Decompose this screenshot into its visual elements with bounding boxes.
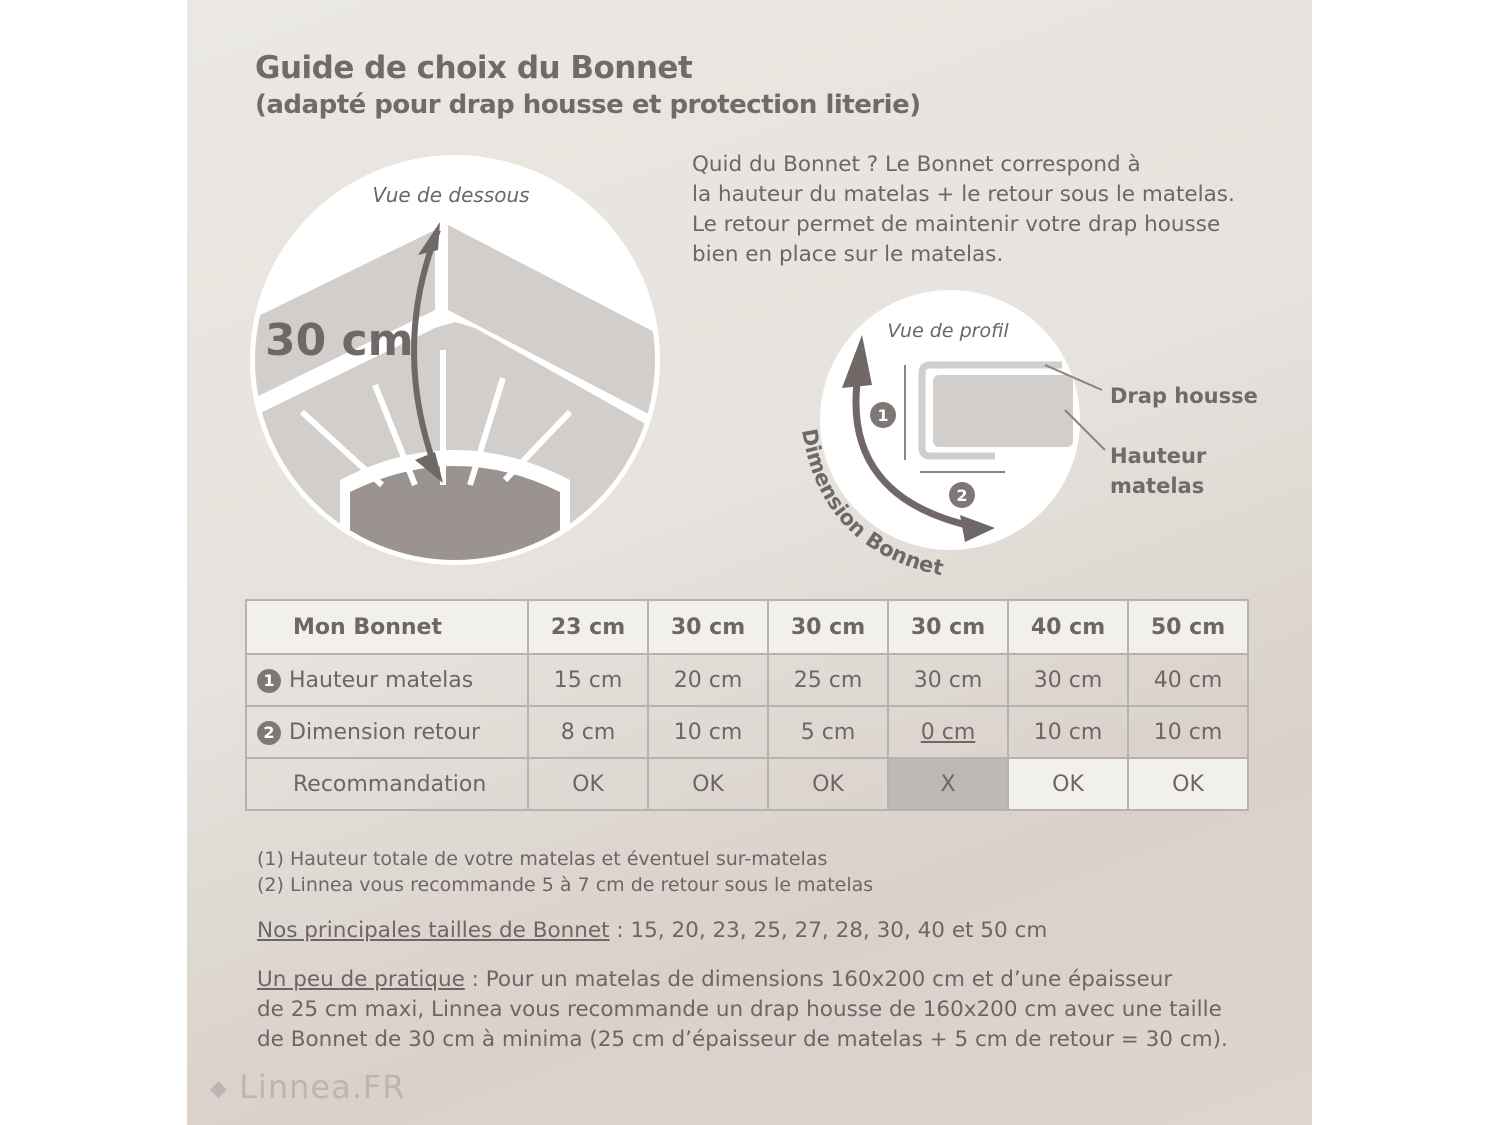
number-badge-icon: 1 <box>257 668 281 693</box>
intro-text: Quid du Bonnet ? Le Bonnet correspond à … <box>692 150 1252 270</box>
page-title: Guide de choix du Bonnet <box>255 50 693 86</box>
table-cell: 25 cm <box>767 653 889 707</box>
matelas-label: matelas <box>1110 474 1204 498</box>
intro-line: Le retour permet de maintenir votre drap… <box>692 212 1221 237</box>
linnea-logo: ◆ Linnea.FR <box>210 1068 406 1106</box>
row-label: Recommandation <box>245 757 529 811</box>
pratique-line: de Bonnet de 30 cm à minima (25 cm d’épa… <box>257 1027 1228 1052</box>
table-header-cell: 50 cm <box>1127 599 1249 655</box>
footnote: (2) Linnea vous recommande 5 à 7 cm de r… <box>257 874 874 896</box>
bonnet-arrow-icon <box>852 374 981 532</box>
sizes-text: Nos principales tailles de Bonnet : 15, … <box>257 918 1047 943</box>
bonnet-table: Mon Bonnet 23 cm 30 cm 30 cm 30 cm 40 cm… <box>245 599 1249 811</box>
table-cell: 10 cm <box>647 705 769 759</box>
table-cell: 10 cm <box>1007 705 1129 759</box>
page-subtitle: (adapté pour drap housse et protection l… <box>255 90 921 120</box>
table-header-cell: Mon Bonnet <box>245 599 529 655</box>
table-cell: OK <box>647 757 769 811</box>
table-cell: 10 cm <box>1127 705 1249 759</box>
marker-2: 2 <box>956 486 967 505</box>
table-cell: 8 cm <box>527 705 649 759</box>
table-cell: OK <box>1007 757 1129 811</box>
table-header-cell: 30 cm <box>767 599 889 655</box>
table-row: 1 Hauteur matelas 15 cm 20 cm 25 cm 30 cm… <box>245 653 1249 707</box>
table-cell: 0 cm <box>887 705 1009 759</box>
table-cell: OK <box>1127 757 1249 811</box>
row-label: 2 Dimension retour <box>245 705 529 759</box>
table-header-cell: 40 cm <box>1007 599 1129 655</box>
table-cell: 5 cm <box>767 705 889 759</box>
sizes-values: : 15, 20, 23, 25, 27, 28, 30, 40 et 50 c… <box>609 918 1048 943</box>
footnotes: (1) Hauteur totale de votre matelas et é… <box>257 846 873 898</box>
table-header-cell: 30 cm <box>887 599 1009 655</box>
intro-line: Quid du Bonnet ? Le Bonnet correspond à <box>692 152 1141 177</box>
table-row: Recommandation OK OK OK X OK OK <box>245 757 1249 811</box>
bottom-measure-label: 30 cm <box>265 315 413 366</box>
leaf-icon: ◆ <box>210 1076 228 1102</box>
pratique-line: de 25 cm maxi, Linnea vous recommande un… <box>257 997 1222 1022</box>
table-header-cell: 23 cm <box>527 599 649 655</box>
profile-view-diagram: Vue de profil 1 2 Drap housse Hauteur ma… <box>797 290 1258 580</box>
footnote: (1) Hauteur totale de votre matelas et é… <box>257 848 828 870</box>
pratique-label: Un peu de pratique <box>257 967 465 992</box>
table-cell: 20 cm <box>647 653 769 707</box>
drap-housse-label: Drap housse <box>1110 384 1258 408</box>
table-cell: 15 cm <box>527 653 649 707</box>
intro-line: la hauteur du matelas + le retour sous l… <box>692 182 1235 207</box>
table-cell: 30 cm <box>887 653 1009 707</box>
marker-1: 1 <box>877 406 888 425</box>
number-badge-icon: 2 <box>257 720 281 745</box>
pratique-line: : Pour un matelas de dimensions 160x200 … <box>464 967 1173 992</box>
table-cell-fail: X <box>887 757 1009 811</box>
table-header-row: Mon Bonnet 23 cm 30 cm 30 cm 30 cm 40 cm… <box>245 599 1249 655</box>
table-cell: OK <box>767 757 889 811</box>
table-cell: 30 cm <box>1007 653 1129 707</box>
height-arrow-icon <box>411 228 441 477</box>
sizes-label: Nos principales tailles de Bonnet <box>257 918 610 943</box>
hauteur-label: Hauteur <box>1110 444 1207 468</box>
pratique-text: Un peu de pratique : Pour un matelas de … <box>257 965 1228 1055</box>
profile-view-caption: Vue de profil <box>887 320 1009 342</box>
table-cell: 40 cm <box>1127 653 1249 707</box>
table-row: 2 Dimension retour 8 cm 10 cm 5 cm 0 cm 1… <box>245 705 1249 759</box>
bottom-view-diagram: Vue de dessous 30 cm <box>250 155 660 565</box>
table-header-cell: 30 cm <box>647 599 769 655</box>
table-cell: OK <box>527 757 649 811</box>
intro-line: bien en place sur le matelas. <box>692 242 1004 267</box>
row-label: 1 Hauteur matelas <box>245 653 529 707</box>
bottom-view-caption: Vue de dessous <box>372 183 529 207</box>
